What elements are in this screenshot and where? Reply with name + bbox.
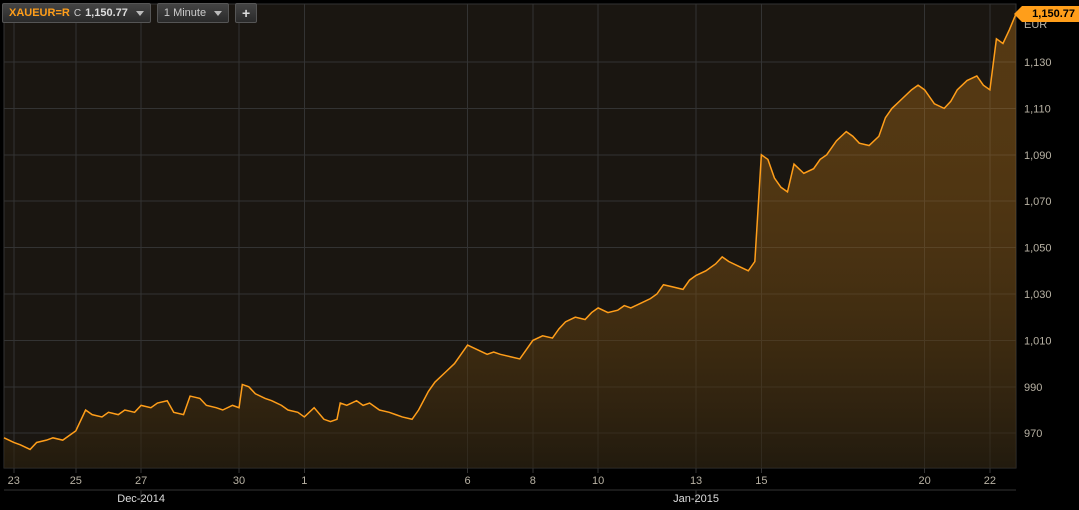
month-label: Dec-2014 — [117, 493, 165, 505]
y-tick-label: 1,090 — [1024, 150, 1052, 162]
last-price: 1,150.77 — [85, 7, 128, 19]
chevron-down-icon — [214, 11, 222, 16]
timeframe-dropdown[interactable]: 1 Minute — [157, 3, 229, 23]
month-label: Jan-2015 — [673, 493, 719, 505]
y-tick-label: 970 — [1024, 428, 1042, 440]
y-tick-label: 1,050 — [1024, 243, 1052, 255]
symbol-dropdown[interactable]: XAUEUR=R C 1,150.77 — [2, 3, 151, 23]
x-tick-label: 25 — [70, 475, 82, 487]
x-tick-label: 13 — [690, 475, 702, 487]
price-chart[interactable]: 970 990 1,010 1,030 1,050 1,070 1,090 1,110 1,13… — [0, 0, 1079, 510]
x-tick-label: 10 — [592, 475, 604, 487]
x-tick-label: 22 — [984, 475, 996, 487]
c-letter: C — [74, 8, 81, 19]
x-tick-label: 23 — [8, 475, 20, 487]
current-price-flag: 1,150.77 — [1022, 6, 1079, 22]
x-tick-label: 27 — [135, 475, 147, 487]
x-tick-label: 8 — [530, 475, 536, 487]
add-button[interactable]: + — [235, 3, 257, 23]
x-tick-label: 20 — [918, 475, 930, 487]
y-tick-label: 1,130 — [1024, 57, 1052, 69]
x-tick-label: 1 — [301, 475, 307, 487]
plus-icon: + — [242, 5, 250, 21]
chart-toolbar: XAUEUR=R C 1,150.77 1 Minute + — [0, 0, 259, 26]
timeframe-label: 1 Minute — [164, 7, 206, 19]
y-tick-label: 1,010 — [1024, 335, 1052, 347]
x-tick-label: 15 — [755, 475, 767, 487]
y-tick-label: 1,030 — [1024, 289, 1052, 301]
x-tick-label: 6 — [464, 475, 470, 487]
chevron-down-icon — [136, 11, 144, 16]
x-tick-label: 30 — [233, 475, 245, 487]
y-tick-label: 1,070 — [1024, 196, 1052, 208]
y-tick-label: 1,110 — [1024, 103, 1051, 115]
y-tick-label: 990 — [1024, 382, 1042, 394]
flag-value: 1,150.77 — [1032, 8, 1075, 20]
symbol-code: XAUEUR=R — [9, 7, 70, 19]
